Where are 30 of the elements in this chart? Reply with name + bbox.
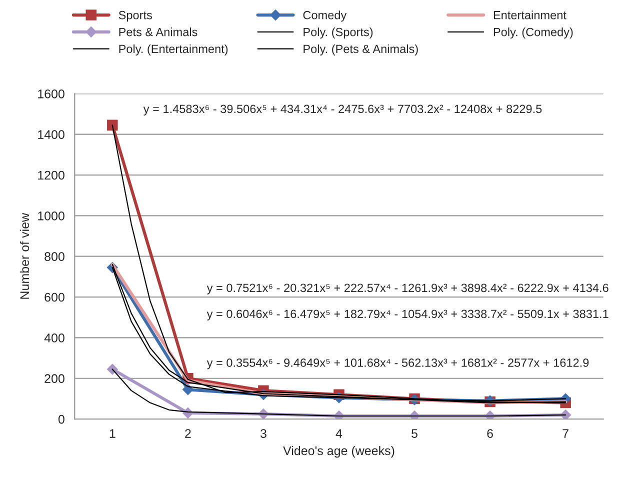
y-tick-label: 1400 (38, 130, 64, 139)
y-tick-label: 600 (44, 292, 64, 302)
annotation: y = 0.7521x⁶ - 20.321x⁵ + 222.57x⁴ - 1261.9x³ + 3898.4x² - 6222.9x + 4134.6 (206, 284, 608, 294)
y-tick-label: 0 (58, 414, 64, 424)
x-axis-title: Video's age (weeks) (283, 446, 394, 458)
y-tick-label: 1200 (38, 170, 64, 180)
annotation: y = 1.4583x⁶ - 39.506x⁵ + 434.31x⁴ - 2475.6x³ + 7703.2x² - 12408x + 8229.5 (143, 104, 542, 116)
x-tick-label: 4 (336, 429, 342, 438)
annotation: y = 0.6046x⁶ - 16.479x⁵ + 182.79x⁴ - 1054.9x³ + 3338.7x² - 5509.1x + 3831.1 (206, 310, 608, 320)
legend-label: Comedy (303, 10, 347, 22)
legend-label: Poly. (Sports) (304, 28, 373, 39)
y-axis-title: Number of view (20, 212, 30, 299)
y-tick-label: 800 (44, 252, 64, 262)
y-tick-label: 1000 (38, 211, 64, 220)
y-tick-label: 200 (44, 374, 64, 384)
legend-label: Sports (118, 10, 152, 22)
y-tick-label: 1600 (38, 89, 64, 98)
legend-label: Poly. (Comedy) (494, 28, 573, 39)
x-tick-label: 3 (260, 429, 266, 438)
x-tick-label: 5 (412, 429, 418, 438)
legend-label: Entertainment (494, 10, 566, 20)
legend-label: Pets & Animals (119, 28, 198, 36)
legend-label: Poly. (Entertainment) (119, 44, 228, 56)
x-tick-label: 1 (110, 429, 116, 438)
y-tick-label: 400 (44, 334, 64, 342)
x-tick-label: 7 (562, 429, 568, 438)
x-tick-label: 6 (487, 429, 493, 438)
legend-label: Poly. (Pets & Animals) (304, 44, 418, 56)
annotation: y = 0.3554x⁶ - 9.4649x⁵ + 101.68x⁴ - 562.13x³ + 1681x² - 2577x + 1612.9 (206, 358, 589, 370)
x-tick-label: 2 (185, 429, 191, 438)
